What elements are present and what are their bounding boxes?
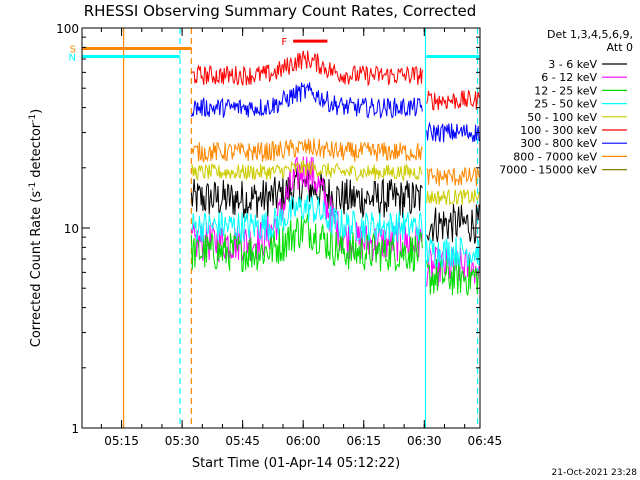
y-tick-label-0: 1 bbox=[71, 422, 79, 436]
legend-label-4: 50 - 100 keV bbox=[527, 111, 597, 124]
legend-label-0: 3 - 6 keV bbox=[548, 58, 597, 71]
legend-label-7: 800 - 7000 keV bbox=[513, 150, 597, 163]
x-tick-label-1: 05:30 bbox=[165, 434, 200, 448]
series-line-6-0 bbox=[190, 82, 423, 120]
legend-header-attenuator: Att 0 bbox=[607, 41, 633, 54]
y-tick-label-1: 10 bbox=[64, 222, 79, 236]
chart-title: RHESSI Observing Summary Count Rates, Co… bbox=[84, 2, 477, 20]
legend-label-3: 25 - 50 keV bbox=[534, 98, 597, 111]
series-line-3-1 bbox=[426, 236, 480, 268]
series-line-0-1 bbox=[426, 204, 480, 244]
legend-label-2: 12 - 25 keV bbox=[534, 84, 597, 97]
y-axis-label-part1: Corrected Count Rate (s bbox=[29, 191, 44, 348]
series-line-4-0 bbox=[190, 160, 423, 183]
series-line-5-1 bbox=[426, 90, 480, 111]
x-tick-label-6: 06:45 bbox=[468, 434, 503, 448]
series-line-7-0 bbox=[190, 138, 423, 163]
legend-header-detectors: Det 1,3,4,5,6,9, bbox=[547, 28, 633, 41]
plot-area: SN F bbox=[69, 28, 480, 428]
legend-label-1: 6 - 12 keV bbox=[541, 71, 597, 84]
series-line-3-0 bbox=[191, 194, 423, 243]
legend-label-8: 7000 - 15000 keV bbox=[499, 164, 597, 177]
y-axis-label-part3: ) bbox=[29, 109, 44, 114]
y-axis-label: Corrected Count Rate (s-1 detector-1) bbox=[28, 109, 44, 347]
flag-label-1: N bbox=[69, 53, 76, 64]
y-axis-label-part2: detector bbox=[29, 122, 44, 182]
footer-date: 21-Oct-2021 23:28 bbox=[552, 468, 638, 478]
series-line-5-0 bbox=[191, 50, 423, 87]
x-tick-label-5: 06:30 bbox=[407, 434, 442, 448]
axes: 05:15 05:30 05:45 06:00 06:15 06:30 06:45 1 10 10… bbox=[56, 22, 502, 448]
y-axis-label-sup1: -1 bbox=[28, 182, 38, 191]
flag-label-0: S bbox=[70, 44, 76, 55]
flag-label-3: F bbox=[281, 37, 287, 48]
series-line-2-1 bbox=[426, 257, 480, 296]
x-tick-label-3: 06:00 bbox=[286, 434, 321, 448]
legend-label-6: 300 - 800 keV bbox=[520, 137, 597, 150]
legend-label-5: 100 - 300 keV bbox=[520, 124, 597, 137]
x-axis-label: Start Time (01-Apr-14 05:12:22) bbox=[192, 456, 400, 471]
x-tick-label-0: 05:15 bbox=[104, 434, 139, 448]
series-line-2-0 bbox=[190, 213, 423, 273]
series-line-6-1 bbox=[426, 121, 480, 143]
series-line-7-1 bbox=[426, 166, 480, 187]
x-tick-label-4: 06:15 bbox=[346, 434, 381, 448]
series-line-4-1 bbox=[426, 188, 480, 206]
series-line-0-0 bbox=[190, 168, 423, 219]
x-tick-label-2: 05:45 bbox=[225, 434, 260, 448]
y-tick-label-2: 100 bbox=[56, 22, 79, 36]
y-axis-label-sup2: -1 bbox=[28, 114, 38, 123]
